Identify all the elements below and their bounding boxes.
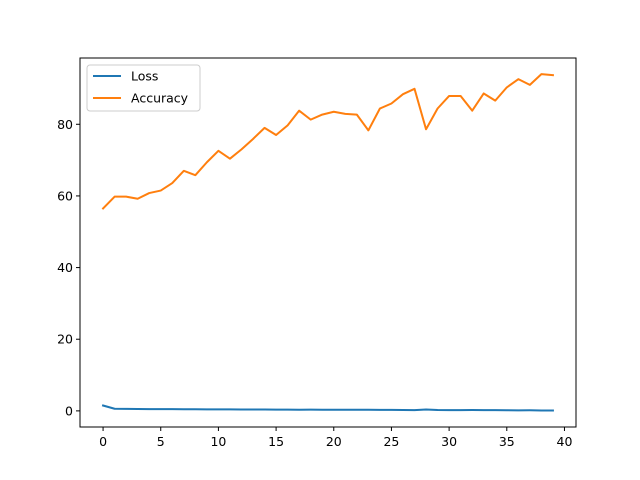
- series-line-accuracy: [101, 73, 555, 210]
- x-tick-label: 20: [326, 434, 342, 449]
- x-tick-label: 25: [383, 434, 399, 449]
- y-tick-label: 60: [57, 188, 73, 203]
- legend-label-loss: Loss: [131, 69, 158, 84]
- y-tick-label: 40: [57, 260, 73, 275]
- y-tick-label: 80: [57, 117, 73, 132]
- x-tick-label: 0: [99, 434, 107, 449]
- legend-label-accuracy: Accuracy: [131, 91, 189, 106]
- series-line-loss: [101, 404, 554, 412]
- y-tick-label: 20: [57, 332, 73, 347]
- y-axis: 0 20 40 60 80: [57, 117, 80, 418]
- x-tick-label: 40: [557, 434, 573, 449]
- x-tick-label: 5: [157, 434, 165, 449]
- x-tick-label: 15: [268, 434, 284, 449]
- axes-frame: [79, 57, 577, 428]
- y-tick-label: 0: [65, 403, 73, 418]
- x-tick-label: 30: [441, 434, 457, 449]
- x-tick-label: 10: [210, 434, 226, 449]
- legend: Loss Accuracy: [86, 64, 201, 112]
- x-tick-label: 35: [499, 434, 515, 449]
- plot-layer: [101, 73, 555, 412]
- x-axis: 0 5 10 15 20 25 30 35 40: [99, 427, 572, 449]
